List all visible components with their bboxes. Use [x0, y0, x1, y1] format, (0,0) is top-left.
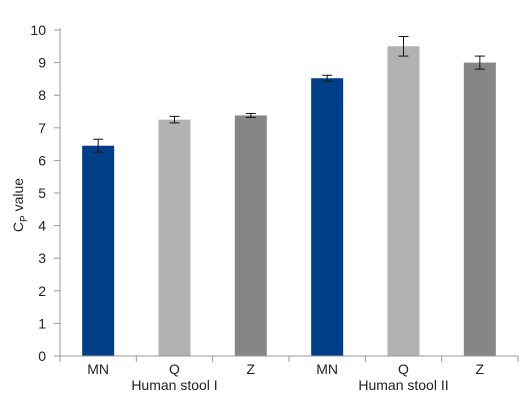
- x-axis: MN Q Z MN Q Z Human stool I Human stool II: [59, 355, 519, 393]
- y-tick-label: 2: [38, 283, 46, 299]
- bar: [311, 78, 344, 357]
- bar: [82, 145, 115, 356]
- y-axis-label-main: C: [10, 222, 26, 232]
- y-tick-label: 10: [30, 22, 46, 38]
- bars: [82, 36, 496, 357]
- x-tick-label: MN: [87, 361, 109, 377]
- y-axis-label: CP value: [10, 178, 30, 232]
- y-tick-label: 3: [38, 250, 46, 266]
- y-axis-label-subscript: P: [19, 215, 30, 222]
- group-label: Human stool I: [131, 377, 217, 393]
- y-tick-label: 5: [38, 185, 46, 201]
- y-tick-label: 9: [38, 55, 46, 71]
- x-tick-label: Q: [398, 361, 409, 377]
- y-axis-label-suffix: value: [10, 178, 26, 216]
- y-tick-label: 7: [38, 120, 46, 136]
- bar: [463, 62, 496, 356]
- bar: [387, 46, 420, 357]
- y-tick-label: 6: [38, 152, 46, 168]
- group-label: Human stool II: [358, 377, 448, 393]
- y-tick-label: 1: [38, 315, 46, 331]
- y-tick-label: 4: [38, 218, 46, 234]
- y-axis: 0 1 2 3 4 5 6 7 8 9 10: [30, 22, 61, 364]
- x-tick-label: Z: [476, 361, 485, 377]
- bar: [158, 119, 191, 357]
- x-tick-label: Z: [247, 361, 256, 377]
- x-tick-label: Q: [169, 361, 180, 377]
- y-tick-label: 8: [38, 87, 46, 103]
- bar: [234, 115, 267, 356]
- x-tick-label: MN: [316, 361, 338, 377]
- y-tick-label: 0: [38, 348, 46, 364]
